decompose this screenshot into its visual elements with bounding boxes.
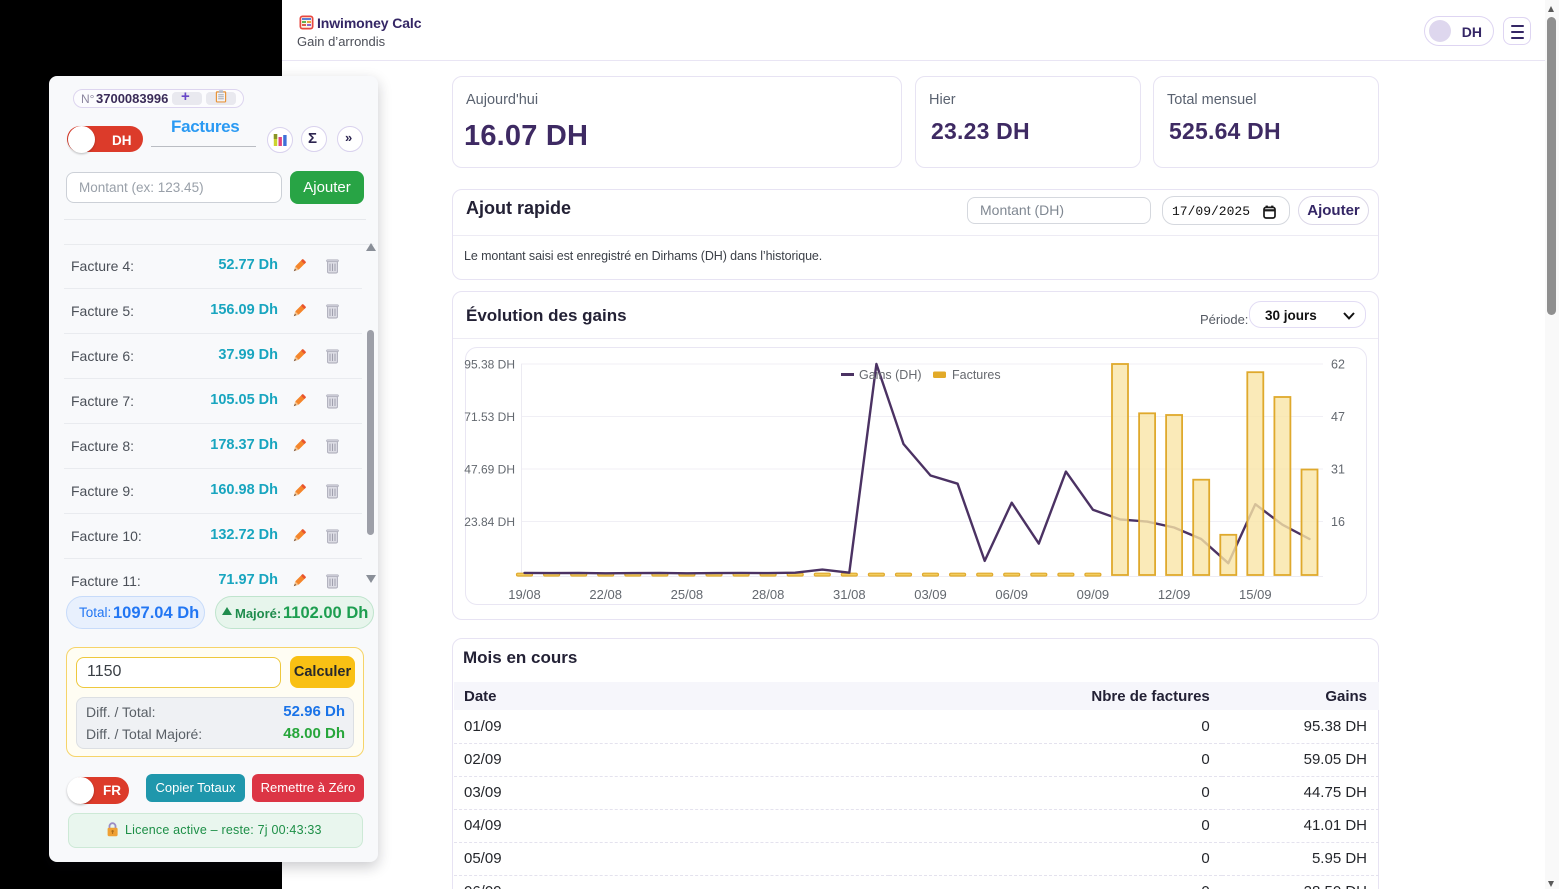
svg-text:47: 47 (1331, 410, 1345, 424)
svg-text:31: 31 (1331, 463, 1345, 477)
svg-text:09/09: 09/09 (1077, 587, 1110, 602)
svg-text:16: 16 (1331, 515, 1345, 529)
svg-text:95.38 DH: 95.38 DH (464, 358, 515, 372)
svg-text:47.69 DH: 47.69 DH (464, 463, 515, 477)
svg-text:19/08: 19/08 (508, 587, 541, 602)
svg-text:25/08: 25/08 (671, 587, 704, 602)
svg-text:Gains (DH): Gains (DH) (859, 368, 922, 382)
svg-text:31/08: 31/08 (833, 587, 866, 602)
svg-text:Factures: Factures (952, 368, 1001, 382)
svg-text:23.84 DH: 23.84 DH (464, 515, 515, 529)
svg-text:28/08: 28/08 (752, 587, 785, 602)
svg-text:15/09: 15/09 (1239, 587, 1272, 602)
svg-text:03/09: 03/09 (914, 587, 947, 602)
svg-text:71.53 DH: 71.53 DH (464, 410, 515, 424)
svg-text:06/09: 06/09 (995, 587, 1028, 602)
svg-text:62: 62 (1331, 358, 1345, 372)
svg-text:12/09: 12/09 (1158, 587, 1191, 602)
svg-text:22/08: 22/08 (589, 587, 622, 602)
